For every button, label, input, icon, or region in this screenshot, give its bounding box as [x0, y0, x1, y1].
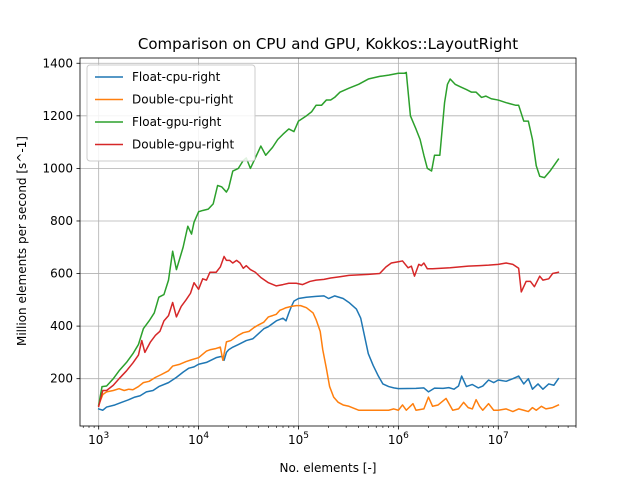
- y-tick-label: 1200: [42, 109, 73, 123]
- chart-title: Comparison on CPU and GPU, Kokkos::Layou…: [138, 35, 518, 53]
- y-tick-label: 1000: [42, 161, 73, 175]
- y-tick-label: 800: [50, 214, 73, 228]
- plot-frame: [79, 57, 577, 427]
- series-double-cpu-right: [97, 304, 560, 413]
- y-tick-label: 600: [50, 267, 73, 281]
- x-axis-label: No. elements [-]: [280, 461, 377, 475]
- y-tick-label: 400: [50, 319, 73, 333]
- legend-label: Float-gpu-right: [132, 115, 222, 129]
- series-float-gpu-right: [97, 71, 560, 406]
- y-tick-label: 200: [50, 372, 73, 386]
- plot-series: [97, 71, 560, 413]
- x-tick-label: 107: [488, 431, 509, 447]
- x-tick-label: 106: [388, 431, 409, 447]
- x-tick-label: 104: [188, 431, 209, 447]
- y-axis-label: Million elements per second [s^-1]: [15, 136, 29, 346]
- axis-ticks: 103 104 105 106 107 200 400 600 800 1000 1200 1400: [42, 56, 577, 447]
- legend-label: Double-gpu-right: [132, 138, 235, 152]
- legend-label: Double-cpu-right: [132, 93, 233, 107]
- series-double-gpu-right: [97, 255, 560, 408]
- y-tick-label: 1400: [42, 56, 73, 70]
- legend-box: [86, 64, 256, 162]
- x-tick-label: 105: [288, 431, 309, 447]
- x-tick-label: 103: [88, 431, 109, 447]
- legend-label: Float-cpu-right: [132, 70, 221, 84]
- series-float-cpu-right: [97, 295, 560, 411]
- grid: [80, 58, 576, 426]
- legend: Float-cpu-right Double-cpu-right Float-gpu…: [86, 64, 256, 162]
